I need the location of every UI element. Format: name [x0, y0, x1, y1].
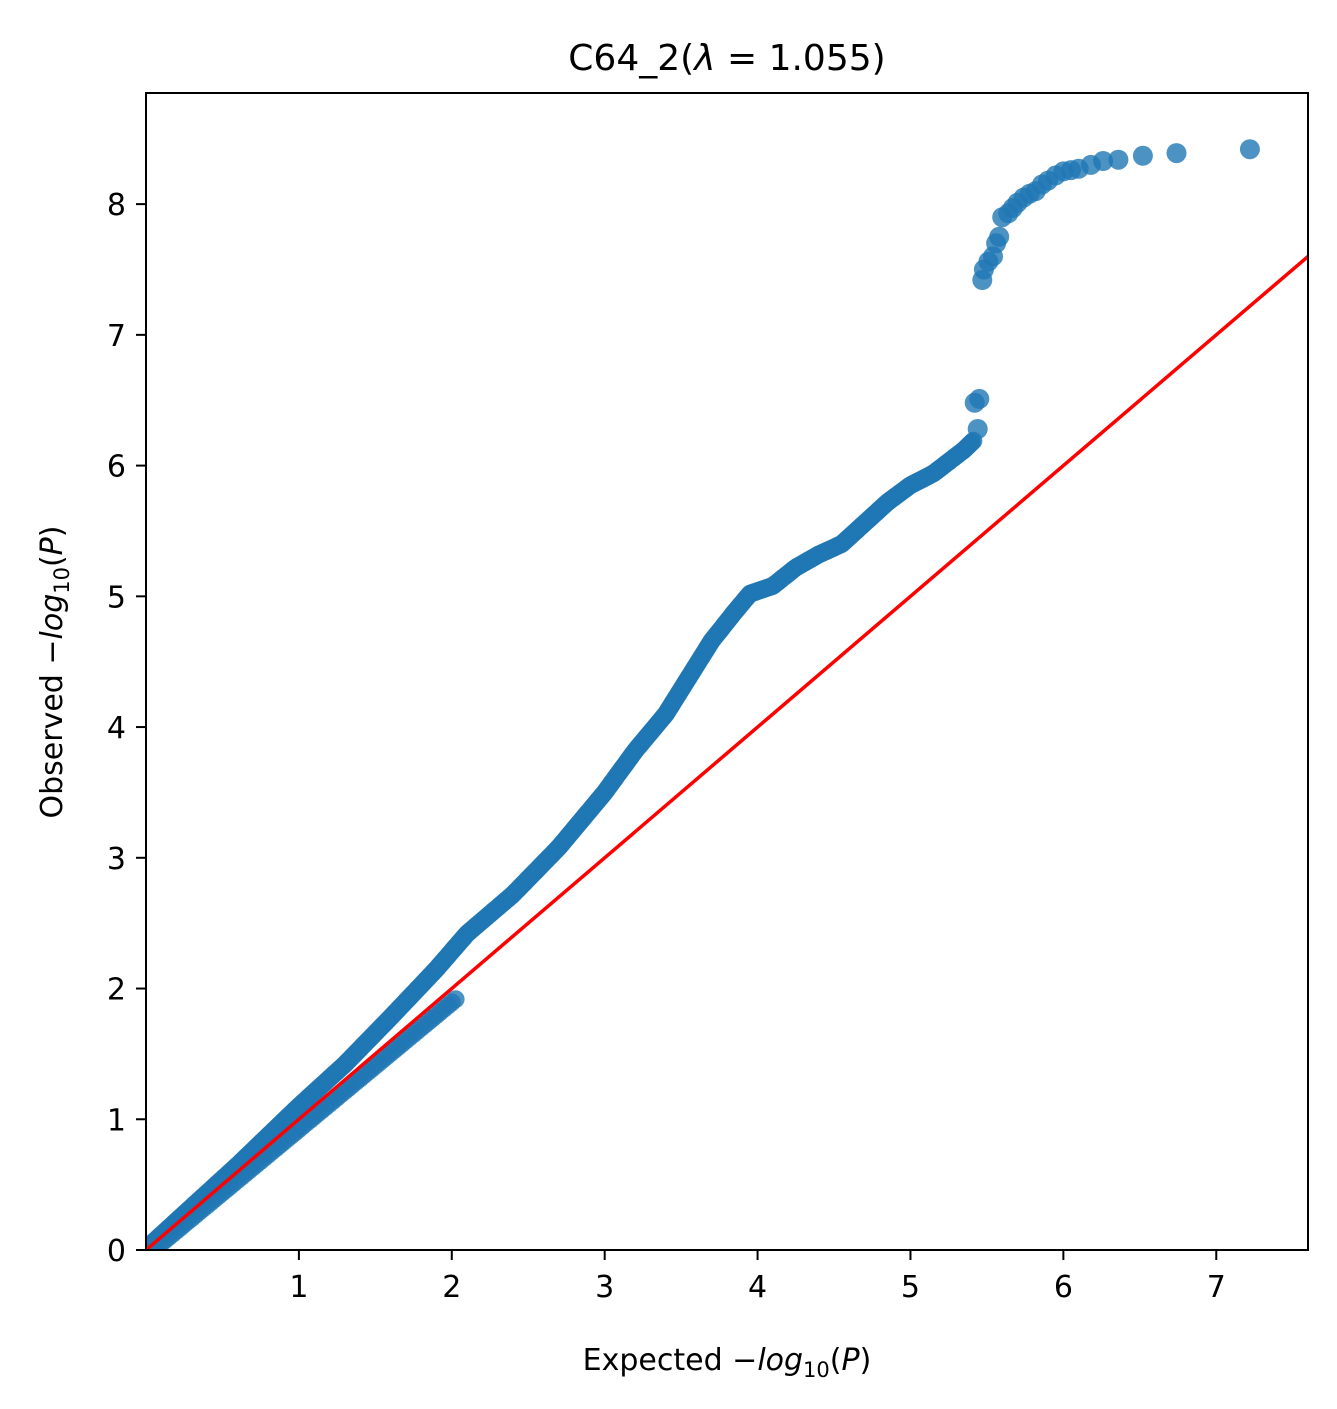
y-label-func: log — [35, 594, 70, 640]
y-label-arg: P — [35, 536, 70, 555]
y-axis-label: Observed −log10(P) — [35, 525, 74, 818]
y-label-sub: 10 — [50, 567, 74, 594]
x-tick-label: 6 — [1054, 1270, 1073, 1305]
data-point — [1093, 151, 1114, 171]
plot-frame — [145, 92, 1309, 1251]
y-tick-label: 4 — [107, 711, 126, 746]
data-point — [1132, 145, 1153, 166]
data-point — [969, 388, 990, 409]
y-tick-label: 6 — [107, 450, 126, 485]
y-tick-label: 8 — [107, 188, 126, 223]
y-tick-label: 7 — [107, 319, 126, 354]
x-label-sub: 10 — [803, 1358, 830, 1382]
plot-area — [145, 92, 1309, 1251]
title-lambda: λ — [692, 38, 715, 79]
y-tick-label: 1 — [107, 1103, 126, 1138]
x-label-arg: P — [842, 1343, 861, 1378]
y-tick-label: 0 — [107, 1234, 126, 1269]
data-point — [446, 990, 465, 1009]
x-axis-label: Expected −log10(P) — [583, 1343, 872, 1382]
x-tick-label: 3 — [595, 1270, 614, 1305]
title-prefix: C64_2( — [568, 38, 694, 79]
x-label-close: ) — [860, 1343, 872, 1378]
x-label-func: log — [757, 1343, 803, 1378]
data-point — [989, 226, 1010, 247]
y-axis: 0 1 2 3 4 5 6 7 8 — [107, 188, 146, 1269]
y-label-open: ( — [35, 555, 70, 567]
chart-title: C64_2(λ = 1.055) — [568, 38, 885, 79]
data-point — [967, 419, 988, 439]
title-value: 1.055 — [769, 38, 872, 79]
x-tick-label: 5 — [901, 1270, 920, 1305]
y-tick-label: 2 — [107, 973, 126, 1008]
x-tick-label: 2 — [442, 1270, 461, 1305]
title-relation: = — [716, 38, 769, 79]
x-label-open: ( — [830, 1343, 842, 1378]
title-suffix: ) — [872, 38, 886, 79]
reference-line-layer — [146, 255, 1308, 1250]
data-point — [1166, 143, 1187, 164]
x-axis: 1 2 3 4 5 6 7 — [289, 1250, 1226, 1305]
data-points — [146, 139, 1260, 1250]
x-label-prefix: Expected − — [583, 1343, 758, 1378]
data-point — [1108, 149, 1129, 170]
y-label-close: ) — [35, 525, 70, 537]
y-tick-label: 5 — [107, 580, 126, 615]
x-tick-label: 7 — [1207, 1270, 1226, 1305]
y-tick-label: 3 — [107, 842, 126, 877]
data-point — [1239, 139, 1260, 160]
x-tick-label: 1 — [289, 1270, 308, 1305]
reference-line — [146, 255, 1308, 1250]
x-tick-label: 4 — [748, 1270, 767, 1305]
y-label-prefix: Observed − — [35, 639, 70, 818]
